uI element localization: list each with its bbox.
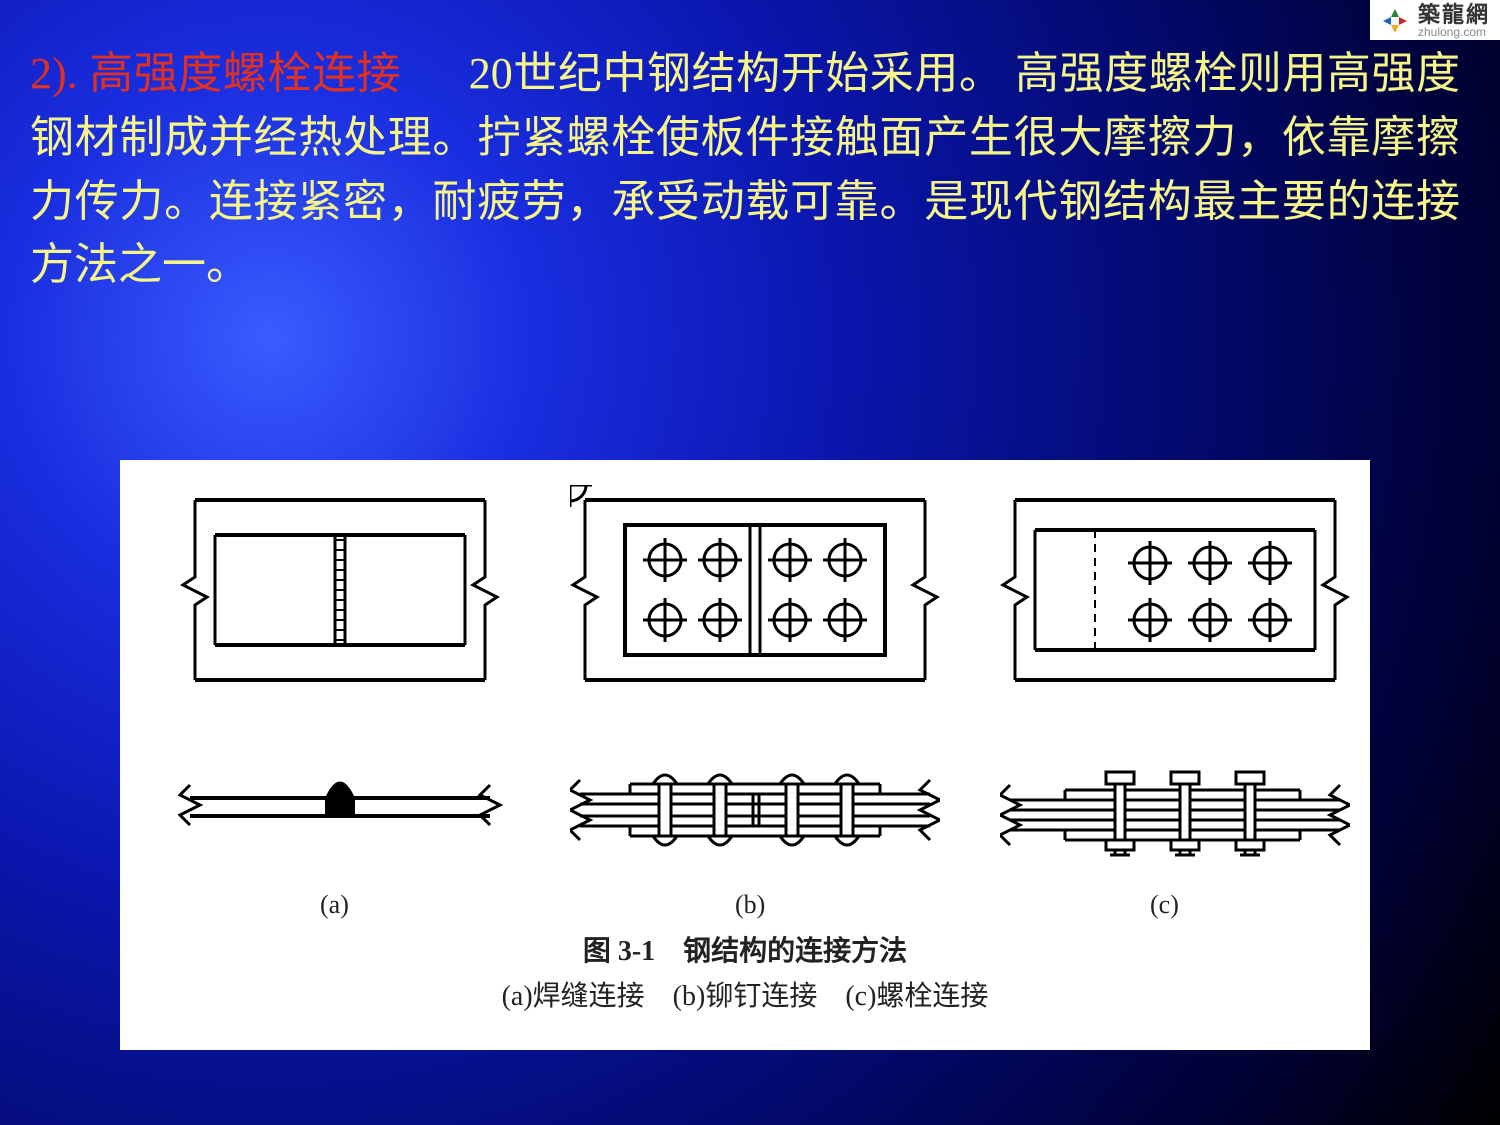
figure-caption: 图 3-1 钢结构的连接方法 (a)焊缝连接 (b)铆钉连接 (c)螺栓连接: [120, 930, 1370, 1020]
slide: 築龍網 zhulong.com 2). 高强度螺栓连接 20世纪中钢结构开始采用…: [0, 0, 1500, 1125]
diagram-a-side: [175, 760, 505, 850]
caption-sub: (a)焊缝连接 (b)铆钉连接 (c)螺栓连接: [120, 975, 1370, 1020]
diagram-a-plan: [175, 485, 505, 695]
diagram-c-side: [1000, 760, 1350, 870]
figure-panel: (a) (b) (c) 图 3-1 钢结构的连接方法 (a)焊缝连接 (b)铆钉…: [120, 460, 1370, 1050]
logo-mark-icon: [1380, 6, 1410, 36]
label-c: (c): [1150, 890, 1179, 920]
label-a: (a): [320, 890, 349, 920]
logo-text-en: zhulong.com: [1418, 26, 1490, 38]
site-logo: 築龍網 zhulong.com: [1370, 0, 1500, 40]
diagram-b-plan: [570, 485, 940, 695]
caption-title: 图 3-1 钢结构的连接方法: [120, 930, 1370, 975]
diagram-c-plan: [1000, 485, 1350, 695]
label-b: (b): [735, 890, 765, 920]
lead-sentence: 20世纪中钢结构开始采用。: [469, 49, 1004, 98]
logo-text-cn: 築龍網: [1418, 4, 1490, 26]
body-text: 2). 高强度螺栓连接 20世纪中钢结构开始采用。 高强度螺栓则用高强度钢材制成…: [30, 42, 1460, 297]
section-heading: 2). 高强度螺栓连接: [30, 49, 401, 98]
diagram-b-side: [570, 760, 940, 860]
